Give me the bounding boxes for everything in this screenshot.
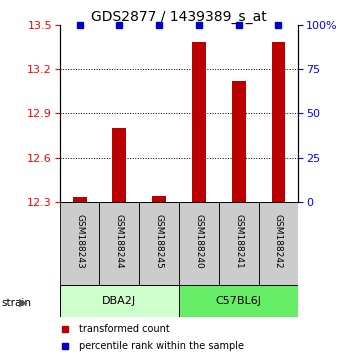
Bar: [60, 285, 179, 317]
Bar: [219, 202, 258, 285]
Bar: [192, 42, 206, 202]
Text: GSM188245: GSM188245: [154, 214, 164, 269]
Bar: [179, 285, 298, 317]
Bar: [179, 202, 219, 285]
Text: DBA2J: DBA2J: [102, 296, 136, 306]
Text: GSM188240: GSM188240: [194, 214, 204, 269]
Text: C57BL6J: C57BL6J: [216, 296, 262, 306]
Text: transformed count: transformed count: [79, 324, 170, 333]
Bar: [113, 128, 126, 202]
Bar: [100, 202, 139, 285]
Title: GDS2877 / 1439389_s_at: GDS2877 / 1439389_s_at: [91, 10, 267, 24]
Bar: [60, 202, 100, 285]
Text: GSM188242: GSM188242: [274, 215, 283, 269]
Text: ▶: ▶: [19, 298, 27, 308]
Text: GSM188241: GSM188241: [234, 214, 243, 269]
Text: GSM188244: GSM188244: [115, 215, 124, 269]
Bar: [232, 81, 246, 202]
Bar: [271, 42, 285, 202]
Text: strain: strain: [2, 298, 32, 308]
Bar: [139, 202, 179, 285]
Text: GSM188243: GSM188243: [75, 214, 84, 269]
Bar: [258, 202, 298, 285]
Bar: [152, 196, 166, 202]
Text: percentile rank within the sample: percentile rank within the sample: [79, 341, 244, 351]
Bar: [73, 198, 87, 202]
